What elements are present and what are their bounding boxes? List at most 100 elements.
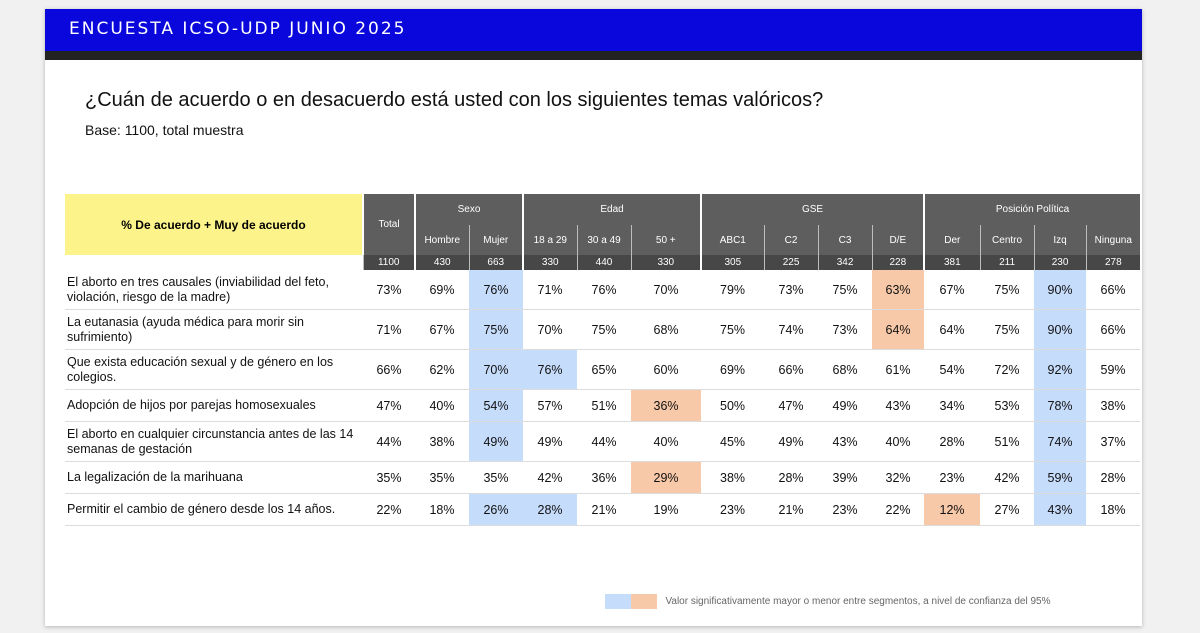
value-cell: 51%: [577, 389, 632, 422]
value-cell: 34%: [924, 389, 981, 422]
value-cell: 72%: [980, 349, 1035, 390]
n-cell: 663: [468, 255, 524, 270]
value-cell: 42%: [523, 461, 578, 494]
group-posicion-politica: Posición Política: [923, 194, 1141, 225]
value-cell: 42%: [980, 461, 1035, 494]
value-cell: 19%: [631, 493, 702, 526]
value-cell: 74%: [1034, 421, 1087, 462]
col-centro: Centro: [979, 225, 1035, 255]
value-cell: 45%: [701, 421, 765, 462]
value-cell: 70%: [523, 309, 578, 350]
value-cell: 54%: [469, 389, 524, 422]
value-cell: 26%: [469, 493, 524, 526]
value-cell: 36%: [631, 389, 702, 422]
value-cell: 75%: [818, 270, 873, 310]
value-cell: 75%: [577, 309, 632, 350]
value-cell: 76%: [469, 270, 524, 310]
value-cell: 68%: [818, 349, 873, 390]
n-cell: 228: [871, 255, 925, 270]
value-cell: 69%: [415, 270, 469, 310]
value-cell: 67%: [415, 309, 469, 350]
col-18-29: 18 a 29: [522, 225, 578, 255]
question-title: ¿Cuán de acuerdo o en desacuerdo está us…: [85, 89, 824, 111]
value-cell: 43%: [1034, 493, 1087, 526]
n-cell: 330: [630, 255, 702, 270]
value-cell: 21%: [577, 493, 632, 526]
value-cell: 50%: [701, 389, 765, 422]
slide: ENCUESTA ICSO-UDP JUNIO 2025 ¿Cuán de ac…: [45, 9, 1142, 626]
group-sexo: Sexo: [413, 194, 524, 225]
table-row: La legalización de la marihuana 35% 35% …: [65, 461, 1141, 494]
value-cell: 66%: [1086, 270, 1141, 310]
row-label: Que exista educación sexual y de género …: [65, 349, 363, 390]
value-cell: 18%: [1086, 493, 1141, 526]
value-cell: 76%: [523, 349, 578, 390]
value-cell: 36%: [577, 461, 632, 494]
col-abc1: ABC1: [700, 225, 765, 255]
row-label: El aborto en cualquier circunstancia ant…: [65, 421, 363, 462]
value-cell: 75%: [980, 309, 1035, 350]
value-cell: 79%: [701, 270, 765, 310]
n-cell: 381: [923, 255, 981, 270]
value-cell: 63%: [872, 270, 925, 310]
value-cell: 12%: [924, 493, 981, 526]
table-row: Adopción de hijos por parejas homosexual…: [65, 389, 1141, 422]
value-cell: 49%: [764, 421, 819, 462]
row-label: Adopción de hijos por parejas homosexual…: [65, 389, 363, 422]
col-c3: C3: [817, 225, 873, 255]
results-table: % De acuerdo + Muy de acuerdo Total Sexo…: [65, 194, 1141, 526]
value-cell: 73%: [818, 309, 873, 350]
value-cell: 40%: [872, 421, 925, 462]
col-50-plus: 50 +: [630, 225, 702, 255]
value-cell: 49%: [818, 389, 873, 422]
legend-swatch-orange: [631, 594, 657, 610]
value-cell: 43%: [818, 421, 873, 462]
row-label: La legalización de la marihuana: [65, 461, 363, 494]
sample-size-blank: [65, 255, 363, 270]
value-cell: 73%: [363, 270, 415, 310]
col-30-49: 30 a 49: [576, 225, 632, 255]
value-cell: 61%: [872, 349, 925, 390]
value-cell: 92%: [1034, 349, 1087, 390]
col-der: Der: [923, 225, 981, 255]
value-cell: 90%: [1034, 309, 1087, 350]
value-cell: 74%: [764, 309, 819, 350]
survey-title: ENCUESTA ICSO-UDP JUNIO 2025: [69, 19, 407, 39]
value-cell: 65%: [577, 349, 632, 390]
col-mujer: Mujer: [468, 225, 524, 255]
value-cell: 39%: [818, 461, 873, 494]
n-cell: 440: [576, 255, 632, 270]
n-cell: 330: [522, 255, 578, 270]
value-cell: 64%: [872, 309, 925, 350]
n-cell: 342: [817, 255, 873, 270]
row-label: Permitir el cambio de género desde los 1…: [65, 493, 363, 526]
n-cell: 278: [1085, 255, 1141, 270]
value-cell: 28%: [1086, 461, 1141, 494]
value-cell: 75%: [701, 309, 765, 350]
value-cell: 23%: [818, 493, 873, 526]
value-cell: 59%: [1034, 461, 1087, 494]
sample-size-row: 1100 430 663 330 440 330 305 225 342 228…: [65, 255, 1141, 270]
table-row: El aborto en cualquier circunstancia ant…: [65, 421, 1141, 462]
col-izq: Izq: [1033, 225, 1087, 255]
value-cell: 43%: [872, 389, 925, 422]
value-cell: 62%: [415, 349, 469, 390]
value-cell: 69%: [701, 349, 765, 390]
n-cell: 430: [414, 255, 469, 270]
value-cell: 23%: [924, 461, 981, 494]
value-cell: 75%: [469, 309, 524, 350]
legend-text: Valor significativamente mayor o menor e…: [665, 596, 1051, 608]
value-cell: 60%: [631, 349, 702, 390]
value-cell: 28%: [523, 493, 578, 526]
n-cell: 1100: [362, 255, 415, 270]
value-cell: 29%: [631, 461, 702, 494]
table-row: Permitir el cambio de género desde los 1…: [65, 493, 1141, 526]
banner-divider: [45, 51, 1142, 60]
row-label: La eutanasia (ayuda médica para morir si…: [65, 309, 363, 350]
legend-swatch-blue: [605, 594, 631, 610]
value-cell: 70%: [631, 270, 702, 310]
value-cell: 22%: [363, 493, 415, 526]
value-cell: 21%: [764, 493, 819, 526]
value-cell: 40%: [415, 389, 469, 422]
value-cell: 66%: [1086, 309, 1141, 350]
